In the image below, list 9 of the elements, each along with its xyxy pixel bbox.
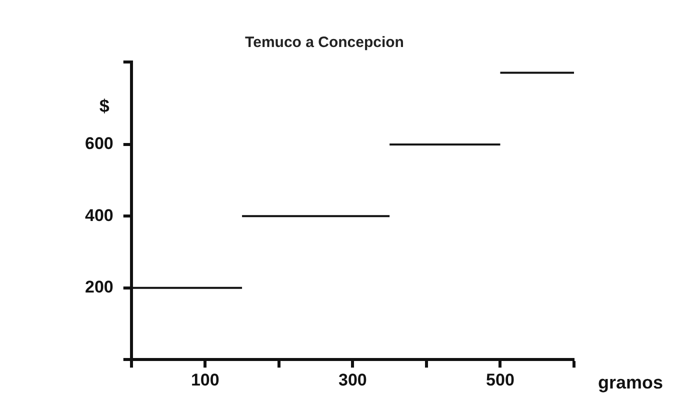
chart-title: Temuco a Concepcion: [245, 34, 404, 52]
x-tick-label: 300: [338, 370, 367, 390]
y-axis-title: $: [99, 96, 110, 116]
y-tick-label: 600: [84, 134, 114, 154]
x-tick-label: 100: [190, 370, 220, 390]
x-tick-label: 500: [486, 370, 514, 390]
x-axis-title: gramos: [598, 372, 664, 393]
y-tick-label: 200: [84, 278, 114, 297]
y-tick-label: 400: [84, 206, 114, 225]
